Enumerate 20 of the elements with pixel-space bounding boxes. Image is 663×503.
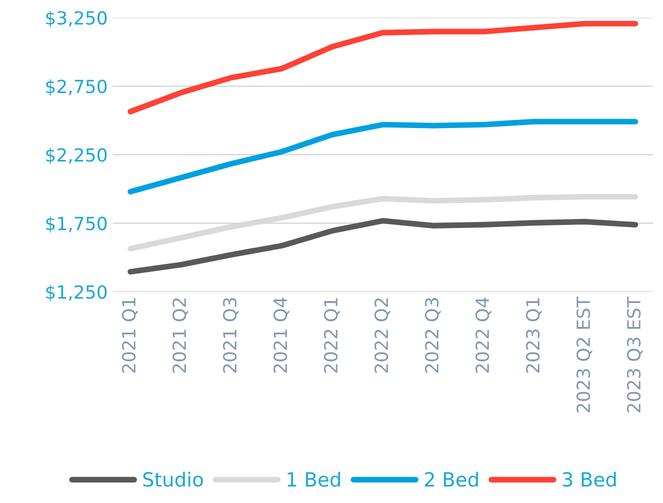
x-tick-label: 2022 Q1 [324,298,340,373]
y-tick-label: $3,250 [46,10,107,28]
x-tick-label: 2023 Q3 EST [626,296,643,412]
y-tick-label: $1,250 [46,284,107,302]
y-tick-label: $2,750 [46,79,107,96]
x-tick-label: 2021 Q4 [273,298,290,373]
x-tick-label: 2023 Q1 [526,298,542,373]
x-tick-label: 2022 Q3 [424,298,441,373]
x-tick-label: 2021 Q2 [172,298,188,373]
y-tick-label: $2,250 [46,148,107,164]
legend-label: 3 Bed [562,472,616,487]
x-tick-label: 2022 Q4 [475,298,492,373]
x-tick-label: 2023 Q2 EST [576,296,592,412]
legend-label: 1 Bed [288,472,340,487]
x-tick-label: 2022 Q2 [374,298,390,373]
x-tick-label: 2021 Q1 [122,298,138,373]
legend-label: Studio [143,472,203,487]
legend-label: 2 Bed [424,472,478,487]
y-tick-label: $1,750 [46,216,107,233]
x-tick-label: 2021 Q3 [222,298,239,373]
